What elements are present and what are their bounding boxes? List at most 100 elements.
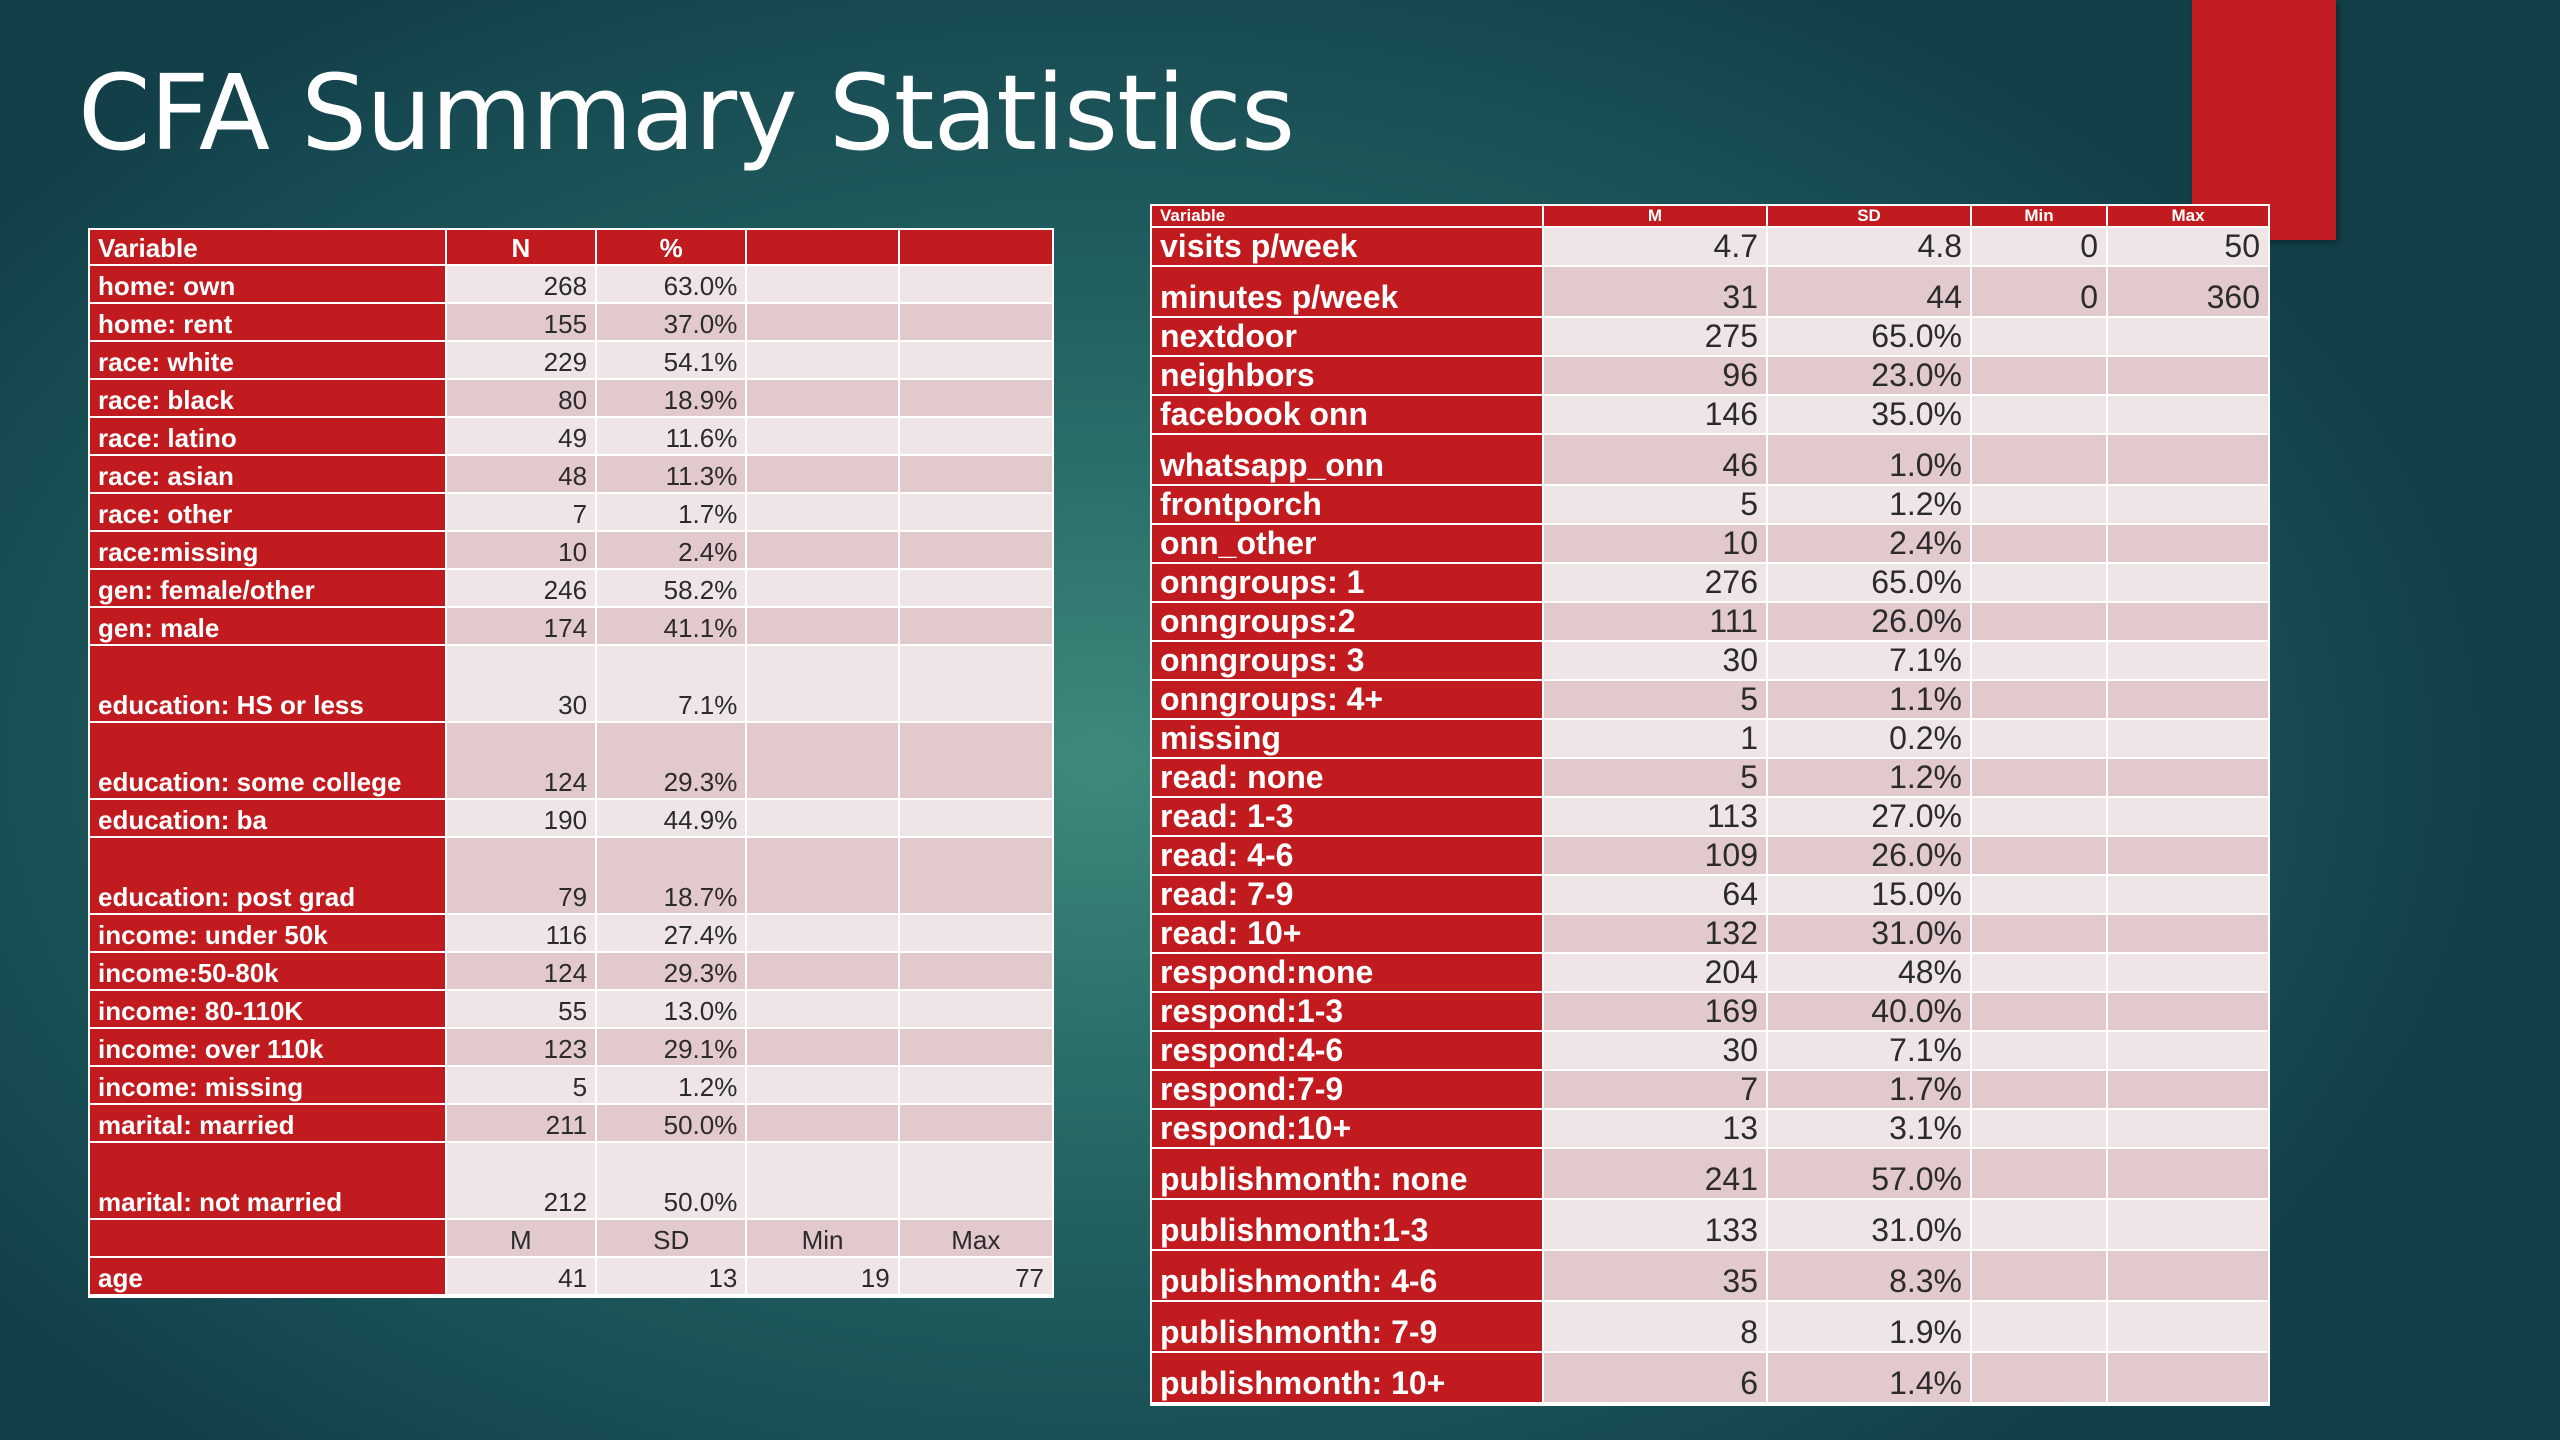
subheader-cell: SD — [597, 1220, 748, 1258]
table-row: income: under 50k 116 27.4% — [90, 915, 1052, 953]
mean-cell: 8 — [1544, 1302, 1768, 1353]
subheader-row: M SD Min Max — [90, 1220, 1052, 1258]
empty-cell — [899, 456, 1052, 494]
table-row: gen: female/other 246 58.2% — [90, 570, 1052, 608]
max-cell — [2108, 1110, 2268, 1149]
empty-cell — [747, 915, 900, 953]
row-label: respond:1-3 — [1152, 993, 1544, 1032]
empty-cell — [747, 304, 900, 342]
mean-cell: 35 — [1544, 1251, 1768, 1302]
empty-cell — [899, 646, 1052, 723]
percent-cell: 13.0% — [597, 991, 748, 1029]
mean-cell: 113 — [1544, 798, 1768, 837]
column-header: Min — [1972, 206, 2108, 228]
table-row: race: white 229 54.1% — [90, 342, 1052, 380]
row-label: onngroups: 3 — [1152, 642, 1544, 681]
row-label: income: under 50k — [90, 915, 447, 953]
row-label: income: over 110k — [90, 1029, 447, 1067]
table-row: publishmonth: 4-6 35 8.3% — [1152, 1251, 2268, 1302]
row-label: read: 10+ — [1152, 915, 1544, 954]
percent-cell: 7.1% — [597, 646, 748, 723]
sd-cell: 1.0% — [1768, 435, 1972, 486]
sd-cell: 1.7% — [1768, 1071, 1972, 1110]
count-cell: 30 — [446, 646, 598, 723]
sd-cell: 40.0% — [1768, 993, 1972, 1032]
empty-cell — [899, 342, 1052, 380]
max-cell — [2108, 1032, 2268, 1071]
count-cell: 229 — [446, 342, 598, 380]
mean-cell: 30 — [1544, 642, 1768, 681]
sd-cell: 1.9% — [1768, 1302, 1972, 1353]
table-row: respond:10+ 13 3.1% — [1152, 1110, 2268, 1149]
percent-cell: 11.3% — [597, 456, 748, 494]
max-cell — [2108, 435, 2268, 486]
table-row: neighbors 96 23.0% — [1152, 357, 2268, 396]
count-cell: 80 — [446, 380, 598, 418]
row-label: minutes p/week — [1152, 267, 1544, 318]
table-row: missing 1 0.2% — [1152, 720, 2268, 759]
row-label: race: white — [90, 342, 447, 380]
row-label: marital: married — [90, 1105, 447, 1143]
row-label: onngroups:2 — [1152, 603, 1544, 642]
empty-cell — [899, 304, 1052, 342]
table-row: nextdoor 275 65.0% — [1152, 318, 2268, 357]
sd-cell: 65.0% — [1768, 564, 1972, 603]
count-cell: 79 — [446, 838, 598, 915]
row-label: missing — [1152, 720, 1544, 759]
empty-cell — [899, 380, 1052, 418]
slide-title: CFA Summary Statistics — [78, 52, 1295, 174]
max-cell — [2108, 1149, 2268, 1200]
row-label: race: asian — [90, 456, 447, 494]
min-cell — [1972, 954, 2108, 993]
sd-cell: 15.0% — [1768, 876, 1972, 915]
empty-cell — [899, 1143, 1052, 1220]
empty-cell — [747, 380, 900, 418]
table-row: onngroups: 1 276 65.0% — [1152, 564, 2268, 603]
row-label: publishmonth: 4-6 — [1152, 1251, 1544, 1302]
percent-cell: 63.0% — [597, 266, 748, 304]
max-cell — [2108, 318, 2268, 357]
row-label: education: some college — [90, 723, 447, 800]
count-cell: 211 — [446, 1105, 598, 1143]
sd-cell: 35.0% — [1768, 396, 1972, 435]
max-cell — [2108, 1353, 2268, 1404]
decorative-accent-bar — [2192, 0, 2336, 240]
empty-cell — [747, 532, 900, 570]
count-cell: 124 — [446, 953, 598, 991]
row-label: onngroups: 1 — [1152, 564, 1544, 603]
max-cell — [2108, 720, 2268, 759]
mean-cell: 146 — [1544, 396, 1768, 435]
sd-cell: 48% — [1768, 954, 1972, 993]
count-cell: 5 — [446, 1067, 598, 1105]
mean-cell: 13 — [1544, 1110, 1768, 1149]
max-cell — [2108, 1251, 2268, 1302]
row-label: respond:4-6 — [1152, 1032, 1544, 1071]
count-cell: 174 — [446, 608, 598, 646]
percent-cell: 58.2% — [597, 570, 748, 608]
table-row: publishmonth:1-3 133 31.0% — [1152, 1200, 2268, 1251]
empty-cell — [899, 266, 1052, 304]
mean-cell: 4.7 — [1544, 228, 1768, 267]
row-label: whatsapp_onn — [1152, 435, 1544, 486]
empty-cell — [747, 1067, 900, 1105]
column-header — [899, 230, 1052, 266]
percent-cell: 1.2% — [597, 1067, 748, 1105]
min-cell — [1972, 1032, 2108, 1071]
mean-cell: 111 — [1544, 603, 1768, 642]
table-row: race: asian 48 11.3% — [90, 456, 1052, 494]
max-cell — [2108, 1302, 2268, 1353]
table-row: respond:1-3 169 40.0% — [1152, 993, 2268, 1032]
percent-cell: 29.3% — [597, 723, 748, 800]
table-row: race: other 7 1.7% — [90, 494, 1052, 532]
row-label: facebook onn — [1152, 396, 1544, 435]
table-row: marital: married 211 50.0% — [90, 1105, 1052, 1143]
empty-cell — [899, 418, 1052, 456]
row-label: onn_other — [1152, 525, 1544, 564]
max-cell — [2108, 564, 2268, 603]
online-activity-table: Variable M SD Min Max visits p/week 4.7 4.8 0 50 m… — [1150, 204, 2270, 1406]
empty-cell — [747, 266, 900, 304]
empty-cell — [747, 608, 900, 646]
empty-cell — [899, 838, 1052, 915]
subheader-cell: Min — [747, 1220, 900, 1258]
table-row: education: ba 190 44.9% — [90, 800, 1052, 838]
